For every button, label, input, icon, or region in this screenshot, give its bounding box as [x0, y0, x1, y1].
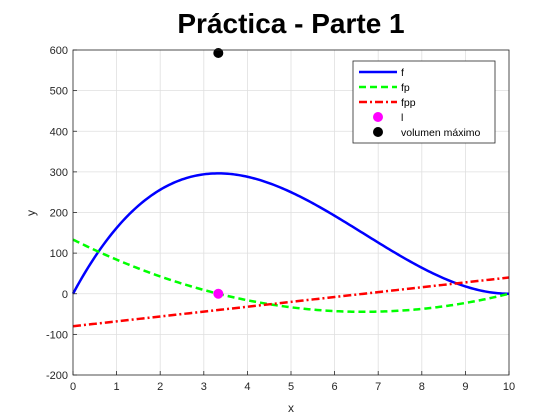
- curves: [71, 48, 510, 328]
- series-3-marker: [213, 288, 224, 299]
- x-tick-label: 5: [288, 381, 294, 393]
- y-tick-label: 200: [50, 208, 68, 220]
- y-tick-label: 0: [62, 289, 68, 301]
- x-tick-label: 6: [332, 381, 338, 393]
- legend: f fp fpp l volumen máximo: [352, 60, 496, 144]
- x-tick-label: 2: [157, 381, 163, 393]
- ticks: 0 1 2 3 4 5 6 7 8 9 10 -200 -100 0 100 200 300 400 500 600: [46, 45, 515, 393]
- legend-label: volumen máximo: [401, 127, 481, 139]
- series-4-marker: [213, 48, 224, 59]
- legend-marker-4: [373, 127, 383, 137]
- series-f-line: [71, 172, 510, 295]
- x-axis-label: x: [288, 401, 294, 415]
- legend-label: fpp: [401, 97, 416, 109]
- x-tick-label: 8: [419, 381, 425, 393]
- x-tick-label: 3: [201, 381, 207, 393]
- legend-label: fp: [401, 82, 410, 94]
- chart-title: Práctica - Parte 1: [177, 8, 404, 39]
- y-tick-label: 600: [50, 45, 68, 57]
- y-axis-label: y: [24, 210, 38, 216]
- legend-label: f: [401, 67, 404, 79]
- x-tick-label: 1: [114, 381, 120, 393]
- y-tick-label: 100: [50, 248, 68, 260]
- y-tick-label: 400: [50, 126, 68, 138]
- series-fp-line: [72, 238, 510, 314]
- x-tick-label: 7: [375, 381, 381, 393]
- y-tick-label: -200: [46, 370, 68, 382]
- y-tick-label: 300: [50, 167, 68, 179]
- y-tick-label: 500: [50, 86, 68, 98]
- legend-marker-3: [373, 112, 383, 122]
- x-tick-label: 9: [462, 381, 468, 393]
- y-tick-label: -100: [46, 329, 68, 341]
- series-fpp-line: [72, 276, 510, 328]
- x-tick-label: 4: [244, 381, 250, 393]
- x-tick-label: 0: [70, 381, 76, 393]
- x-tick-label: 10: [503, 381, 515, 393]
- legend-label: l: [401, 112, 403, 124]
